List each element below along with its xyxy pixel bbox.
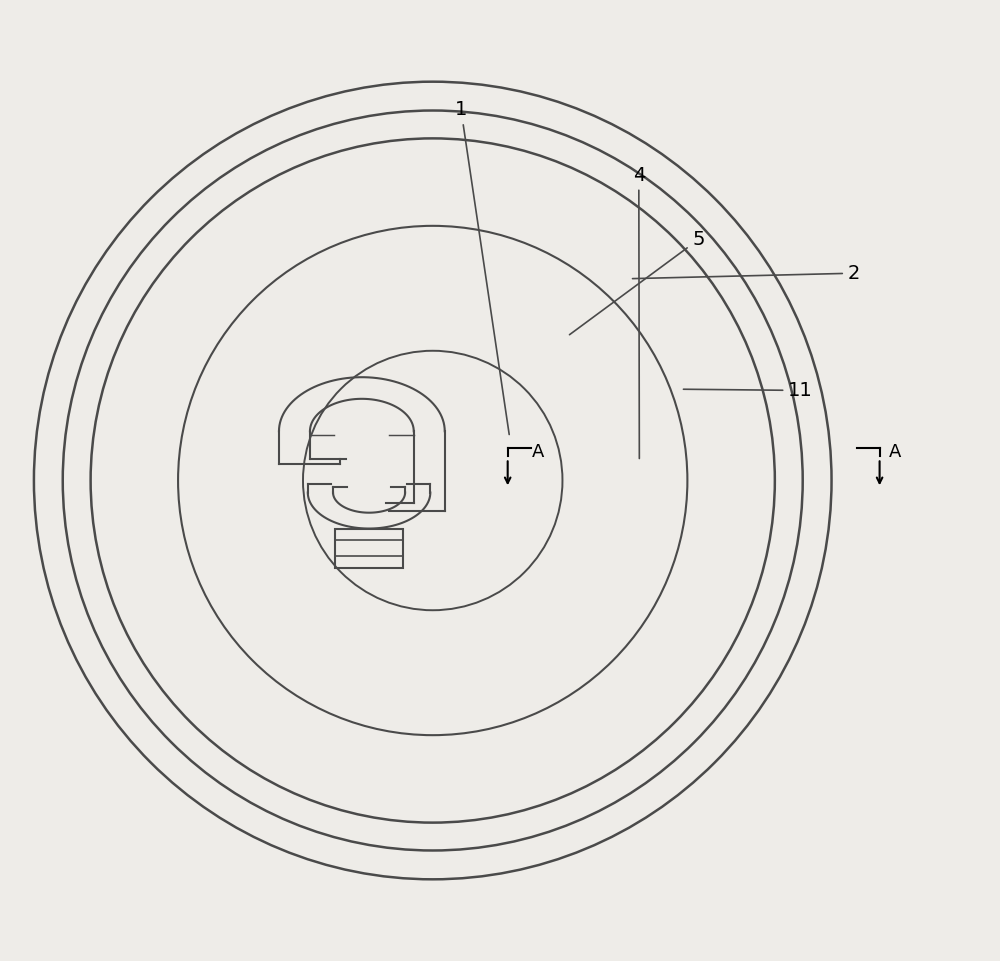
Text: 5: 5 [570, 230, 705, 334]
Text: 1: 1 [455, 100, 509, 434]
Text: 2: 2 [633, 263, 860, 283]
Bar [335, 529, 403, 568]
Text: 4: 4 [633, 165, 645, 458]
Text: A: A [532, 443, 544, 461]
Text: A: A [889, 443, 902, 461]
Text: 11: 11 [683, 381, 813, 400]
